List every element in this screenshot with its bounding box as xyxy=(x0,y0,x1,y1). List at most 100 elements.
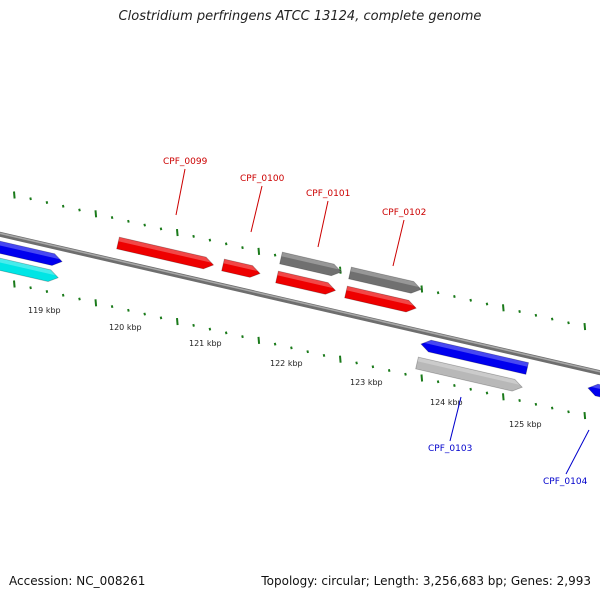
outer-major-tick xyxy=(420,285,424,293)
gene-arrow xyxy=(421,340,529,375)
leader-line xyxy=(565,429,590,475)
gene-label-text: CPF_0104 xyxy=(543,477,588,487)
outer-minor-tick xyxy=(567,321,570,325)
outer-major-tick xyxy=(176,229,179,237)
gene-label-cpf-0103[interactable]: CPF_0103 xyxy=(428,396,472,454)
inner-minor-tick xyxy=(127,308,130,312)
gene-label-cpf-0101[interactable]: CPF_0101 xyxy=(306,189,350,248)
gene-feature-f9[interactable] xyxy=(420,338,530,375)
gene-label-cpf-0104[interactable]: CPF_0104 xyxy=(543,429,590,487)
gene-label-cpf-0099[interactable]: CPF_0099 xyxy=(163,157,208,216)
inner-tick-ring xyxy=(13,280,587,420)
outer-minor-tick xyxy=(208,238,212,242)
scale-label: 123 kbp xyxy=(350,378,383,387)
leader-line xyxy=(449,396,462,442)
inner-minor-tick xyxy=(192,323,195,327)
inner-major-tick xyxy=(420,374,424,382)
outer-minor-tick xyxy=(485,302,489,306)
inner-minor-tick xyxy=(550,406,554,410)
inner-minor-tick xyxy=(273,342,277,346)
gene-label-cpf-0102[interactable]: CPF_0102 xyxy=(382,208,426,267)
scale-labels: 119 kbp 120 kbp 121 kbp 122 kbp 123 kbp 124 k… xyxy=(28,306,542,429)
outer-major-tick xyxy=(94,210,98,218)
inner-major-tick xyxy=(502,393,505,401)
outer-minor-tick xyxy=(61,204,65,208)
topology-summary: Topology: circular; Length: 3,256,683 bp… xyxy=(261,574,591,588)
scale-label: 122 kbp xyxy=(270,359,303,368)
scale-label: 120 kbp xyxy=(109,323,142,332)
inner-minor-tick xyxy=(45,290,49,294)
inner-minor-tick xyxy=(404,372,407,376)
inner-major-tick xyxy=(13,280,16,288)
inner-minor-tick xyxy=(371,365,375,369)
gene-label-text: CPF_0103 xyxy=(428,444,472,454)
gene-arrow xyxy=(221,259,261,278)
outer-minor-tick xyxy=(159,227,163,231)
gene-feature-f7[interactable] xyxy=(348,266,423,295)
inner-minor-tick xyxy=(355,361,358,365)
outer-major-tick xyxy=(502,304,505,312)
outer-minor-tick xyxy=(273,253,277,257)
leader-line xyxy=(175,168,186,216)
map-title: Clostridium perfringens ATCC 13124, comp… xyxy=(118,9,482,24)
inner-minor-tick xyxy=(534,402,538,406)
feature-track xyxy=(0,236,600,400)
leader-line xyxy=(250,185,263,233)
inner-minor-tick xyxy=(29,286,32,290)
gene-feature-f8[interactable] xyxy=(344,285,418,314)
genome-backbone xyxy=(0,231,600,376)
inner-minor-tick xyxy=(306,350,309,354)
scale-label: 119 kbp xyxy=(28,306,61,315)
inner-minor-tick xyxy=(469,387,472,391)
inner-minor-tick xyxy=(567,410,570,414)
gene-arrow xyxy=(0,256,59,282)
outer-minor-tick xyxy=(518,310,521,314)
outer-major-tick xyxy=(257,247,261,255)
gene-feature-f2[interactable] xyxy=(0,255,60,283)
gene-label-cpf-0100[interactable]: CPF_0100 xyxy=(240,174,285,233)
gene-arrow xyxy=(0,239,63,266)
inner-major-tick xyxy=(257,336,261,344)
inner-minor-tick xyxy=(78,297,81,301)
inner-minor-tick xyxy=(159,316,163,320)
gene-feature-f6[interactable] xyxy=(275,270,337,296)
inner-minor-tick xyxy=(290,346,293,350)
inner-major-tick xyxy=(94,299,98,307)
gene-feature-f10[interactable] xyxy=(415,356,524,393)
outer-minor-tick xyxy=(78,208,81,212)
inner-major-tick xyxy=(176,318,179,326)
gene-arrow xyxy=(279,252,342,276)
inner-minor-tick xyxy=(322,353,326,357)
outer-minor-tick xyxy=(45,201,49,205)
inner-minor-tick xyxy=(143,312,146,316)
gene-arrow xyxy=(275,271,336,295)
gene-feature-f11[interactable] xyxy=(587,382,600,400)
outer-minor-tick xyxy=(143,223,146,227)
outer-minor-tick xyxy=(241,246,244,250)
gene-feature-f4[interactable] xyxy=(221,258,262,279)
outer-minor-tick xyxy=(192,234,195,238)
inner-minor-tick xyxy=(110,305,114,309)
outer-major-tick xyxy=(339,266,342,274)
outer-minor-tick xyxy=(127,219,130,223)
gene-arrow xyxy=(588,384,600,399)
leader-line xyxy=(317,200,329,248)
gene-feature-f3[interactable] xyxy=(116,236,215,271)
gene-feature-f5[interactable] xyxy=(279,251,343,278)
inner-minor-tick xyxy=(224,331,228,335)
inner-major-tick xyxy=(583,411,587,420)
outer-minor-tick xyxy=(110,216,114,220)
gene-label-text: CPF_0099 xyxy=(163,157,208,167)
scale-label: 125 kbp xyxy=(509,420,542,429)
inner-minor-tick xyxy=(61,293,65,297)
inner-minor-tick xyxy=(387,368,391,372)
gene-labels: CPF_0099 CPF_0100 CPF_0101 CPF_0102 CPF_0103… xyxy=(163,157,590,487)
outer-minor-tick xyxy=(29,197,32,201)
inner-minor-tick xyxy=(208,327,212,331)
outer-major-tick xyxy=(583,322,587,331)
accession-text: Accession: NC_008261 xyxy=(9,574,146,588)
inner-minor-tick xyxy=(453,384,456,387)
gene-feature-f1[interactable] xyxy=(0,238,63,267)
outer-minor-tick xyxy=(550,317,554,321)
